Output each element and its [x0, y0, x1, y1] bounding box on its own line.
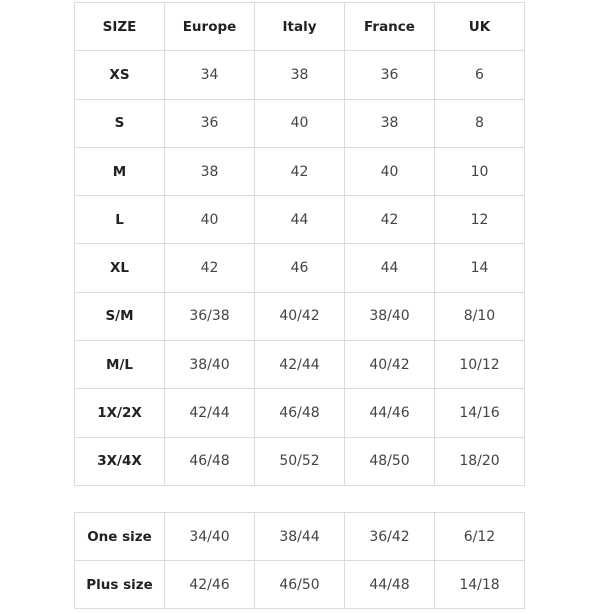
size-chart-table: SIZE Europe Italy France UK XS 34 38 36 6 S 36 40 38 8…	[74, 1, 525, 486]
size-label-cell: M	[74, 146, 165, 197]
size-value-cell: 38	[164, 146, 255, 197]
table-row: XL 42 46 44 14	[74, 243, 525, 293]
size-value-cell: 46/50	[254, 560, 345, 609]
size-value-cell: 42	[254, 146, 345, 197]
size-value-cell: 46/48	[254, 388, 345, 438]
size-label-cell: Plus size	[74, 560, 165, 609]
size-value-cell: 36	[164, 98, 255, 148]
size-value-cell: 38	[344, 98, 435, 148]
size-value-cell: 40	[344, 146, 435, 197]
size-label-cell: M/L	[74, 340, 165, 390]
size-value-cell: 42/44	[254, 340, 345, 390]
table-row: M 38 42 40 10	[74, 146, 525, 197]
size-value-cell: 40/42	[344, 340, 435, 390]
size-value-cell: France	[344, 1, 435, 52]
size-label-cell: S/M	[74, 291, 165, 342]
size-value-cell: 6/12	[434, 512, 525, 561]
table-row: S/M 36/38 40/42 38/40 8/10	[74, 291, 525, 342]
size-value-cell: UK	[434, 1, 525, 52]
size-value-cell: 36/42	[344, 512, 435, 561]
size-label-cell: 1X/2X	[74, 388, 165, 438]
size-value-cell: 48/50	[344, 436, 435, 486]
size-value-cell: 44	[344, 243, 435, 293]
size-value-cell: 42	[164, 243, 255, 293]
size-value-cell: 8/10	[434, 291, 525, 342]
size-value-cell: 42/44	[164, 388, 255, 438]
size-value-cell: 36	[344, 50, 435, 100]
size-value-cell: 38/40	[164, 340, 255, 390]
size-value-cell: 14/18	[434, 560, 525, 609]
size-value-cell: 36/38	[164, 291, 255, 342]
size-value-cell: 50/52	[254, 436, 345, 486]
size-label-cell: L	[74, 195, 165, 245]
size-value-cell: 14/16	[434, 388, 525, 438]
size-value-cell: 46/48	[164, 436, 255, 486]
table-row: L 40 44 42 12	[74, 195, 525, 245]
size-value-cell: 38/44	[254, 512, 345, 561]
size-label-cell: SIZE	[74, 1, 165, 52]
size-value-cell: 12	[434, 195, 525, 245]
size-value-cell: Italy	[254, 1, 345, 52]
size-value-cell: 40/42	[254, 291, 345, 342]
size-value-cell: 44	[254, 195, 345, 245]
size-label-cell: XL	[74, 243, 165, 293]
size-value-cell: 38	[254, 50, 345, 100]
size-value-cell: 46	[254, 243, 345, 293]
size-label-cell: One size	[74, 512, 165, 561]
size-value-cell: 44/48	[344, 560, 435, 609]
table-row: M/L 38/40 42/44 40/42 10/12	[74, 340, 525, 390]
size-value-cell: 6	[434, 50, 525, 100]
table-row: 3X/4X 46/48 50/52 48/50 18/20	[74, 436, 525, 486]
size-value-cell: 38/40	[344, 291, 435, 342]
size-value-cell: 34/40	[164, 512, 255, 561]
table-row: 1X/2X 42/44 46/48 44/46 14/16	[74, 388, 525, 438]
size-value-cell: 18/20	[434, 436, 525, 486]
extra-sizes-table: One size 34/40 38/44 36/42 6/12 Plus size 42/4…	[74, 512, 525, 609]
size-value-cell: 8	[434, 98, 525, 148]
size-value-cell: 10/12	[434, 340, 525, 390]
size-value-cell: 44/46	[344, 388, 435, 438]
size-value-cell: 40	[164, 195, 255, 245]
size-value-cell: 42/46	[164, 560, 255, 609]
size-value-cell: 42	[344, 195, 435, 245]
size-value-cell: Europe	[164, 1, 255, 52]
header-row: SIZE Europe Italy France UK	[74, 1, 525, 52]
size-label-cell: 3X/4X	[74, 436, 165, 486]
size-value-cell: 40	[254, 98, 345, 148]
size-label-cell: S	[74, 98, 165, 148]
table-row: XS 34 38 36 6	[74, 50, 525, 100]
table-row: Plus size 42/46 46/50 44/48 14/18	[74, 560, 525, 609]
size-value-cell: 34	[164, 50, 255, 100]
table-row: S 36 40 38 8	[74, 98, 525, 148]
size-value-cell: 14	[434, 243, 525, 293]
size-value-cell: 10	[434, 146, 525, 197]
table-row: One size 34/40 38/44 36/42 6/12	[74, 512, 525, 561]
size-label-cell: XS	[74, 50, 165, 100]
